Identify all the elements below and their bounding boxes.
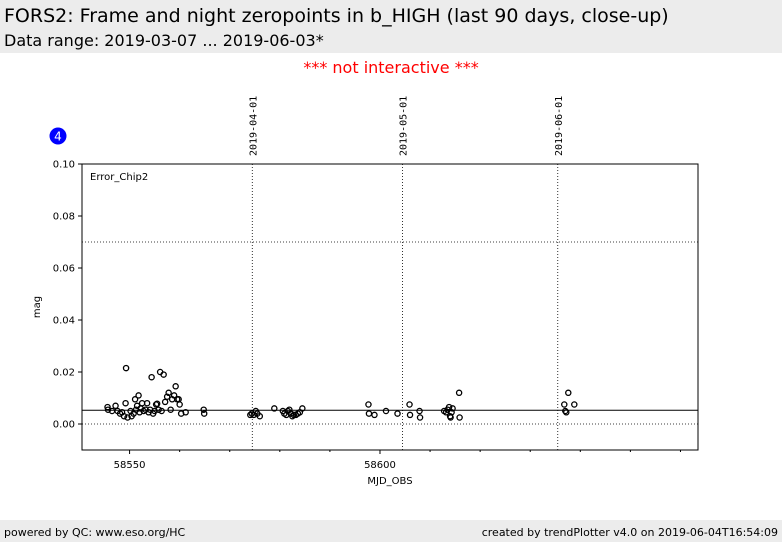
data-point [160,371,167,378]
not-interactive-notice: *** not interactive *** [303,58,479,77]
data-point [151,407,158,415]
data-point [163,393,171,400]
footer-created-by: created by trendPlotter v4.0 on 2019-06-… [481,526,778,539]
data-point [122,364,130,372]
data-point [143,399,151,407]
footer-bar: powered by QC: www.eso.org/HC created by… [0,520,782,542]
data-point [382,407,390,415]
y-tick-label: 0.10 [53,160,75,171]
plot-frame [81,163,699,451]
data-point [165,389,172,397]
data-point [571,401,578,408]
data-point [299,405,306,412]
data-point [182,409,189,416]
y-tick-label: 0.08 [53,212,75,223]
data-point [136,409,143,416]
data-point [200,406,207,413]
header-bar: FORS2: Frame and night zeropoints in b_H… [0,0,782,53]
chart-canvas: 4 2019-04-01 2019-05-01 2019-06-01 0.000.0… [32,96,699,487]
data-point [200,410,208,417]
date-markers: 2019-04-01 2019-05-01 2019-06-01 [248,96,565,450]
x-axis: 58550 58600 [114,450,681,471]
data-point [456,414,463,421]
data-point [112,402,119,410]
date-marker-label: 2019-04-01 [248,96,259,156]
data-point [135,392,142,399]
data-point [161,398,169,406]
data-point [290,411,298,419]
data-point [247,411,254,419]
data-point [448,409,455,416]
date-marker-label: 2019-06-01 [554,96,565,156]
data-point [371,411,378,419]
data-point [104,406,112,413]
data-point [561,401,568,408]
data-point [124,414,131,421]
y-axis-label: mag [32,296,43,318]
data-point [170,392,178,399]
y-tick-label: 0.00 [53,420,75,431]
data-point [406,401,413,408]
y-tick-label: 0.04 [53,316,75,327]
data-point [565,389,572,397]
data-point [104,403,111,411]
data-range-subtitle: Data range: 2019-03-07 ... 2019-06-03* [4,31,324,50]
data-point [365,410,373,417]
data-point [120,412,128,420]
date-marker-label: 2019-05-01 [399,96,410,156]
data-point [155,406,162,413]
x-tick-label: 58550 [114,460,146,471]
data-point [176,401,183,408]
data-point [256,412,264,420]
data-point [563,409,570,416]
x-tick-label: 58600 [364,460,396,471]
plot-badge: 4 [49,127,67,145]
badge-number: 4 [54,130,62,144]
data-point [271,405,278,412]
data-point [172,383,179,390]
x-axis-label: MJD_OBS [367,476,412,487]
data-point [449,405,456,412]
series-annotation: Error_Chip2 [90,172,148,183]
data-points [104,364,578,421]
data-point [394,410,401,417]
data-point [167,406,174,413]
page-title: FORS2: Frame and night zeropoints in b_H… [4,5,669,27]
footer-powered-by: powered by QC: www.eso.org/HC [4,526,186,539]
data-point [365,401,372,408]
data-point [455,389,463,397]
data-point [445,403,453,411]
data-point [158,407,165,415]
data-point [289,412,296,420]
data-point [122,399,129,407]
data-point [416,414,424,421]
y-axis: 0.00 0.02 0.04 0.06 0.08 0.10 [53,160,82,431]
data-point [148,373,155,381]
reference-lines [82,241,698,425]
data-point [416,407,423,415]
data-point [131,396,139,403]
badge-circle [49,127,67,145]
data-point [286,406,293,413]
y-tick-label: 0.06 [53,264,75,275]
data-point [406,411,414,419]
y-tick-label: 0.02 [53,368,75,379]
data-point [562,407,569,415]
data-point [153,400,161,407]
